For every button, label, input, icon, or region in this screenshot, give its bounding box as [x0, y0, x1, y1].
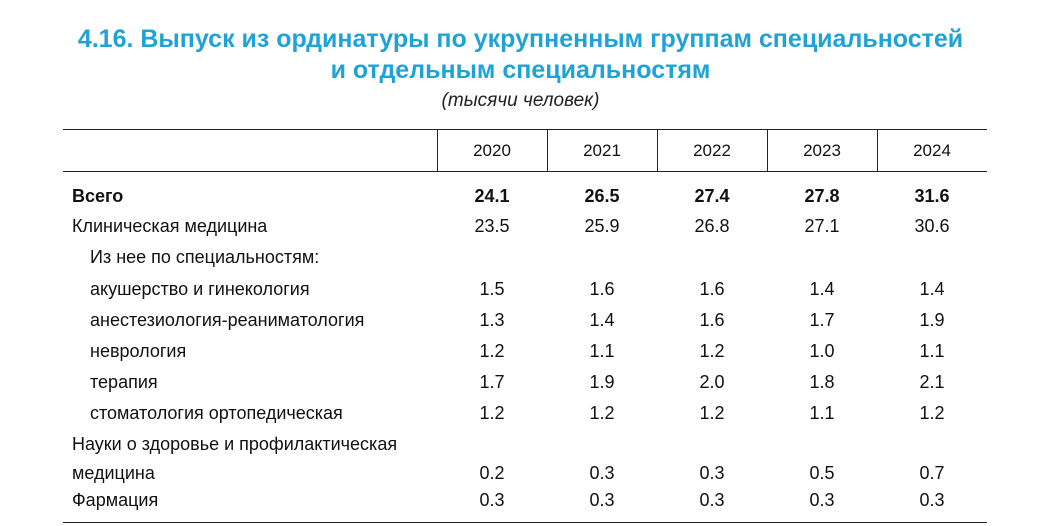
cell-value: 0.3: [699, 463, 725, 483]
header-separator: [767, 130, 768, 171]
cell-value: 0.3: [589, 463, 615, 483]
cell-value: 1.2: [919, 403, 945, 423]
cell-value: 1.2: [589, 403, 615, 423]
row-label: акушерство и гинекология: [90, 279, 310, 299]
cell-value: 0.3: [919, 490, 945, 510]
cell-value: 1.1: [589, 341, 615, 361]
header-separator: [877, 130, 878, 171]
row-label: Из нее по специальностям:: [90, 247, 320, 267]
row-label: Клиническая медицина: [72, 216, 268, 236]
cell-value: 1.1: [919, 341, 945, 361]
header-separator: [547, 130, 548, 171]
cell-value: 1.7: [479, 372, 505, 392]
cell-value: 0.5: [809, 463, 835, 483]
cell-value: 1.9: [589, 372, 615, 392]
table-bottom-rule: [63, 522, 987, 523]
column-header-year: 2023: [803, 141, 841, 160]
row-obstetrics: акушерство и гинекология 1.5 1.6 1.6 1.4 1.4: [0, 274, 1041, 305]
cell-value: 27.4: [694, 186, 730, 206]
row-health-sciences: Науки о здоровье и профилактическая меди…: [0, 434, 1041, 496]
cell-value: 1.0: [809, 341, 835, 361]
row-neurology: неврология 1.2 1.1 1.2 1.0 1.1: [0, 336, 1041, 367]
row-label: неврология: [90, 341, 187, 361]
cell-value: 30.6: [914, 216, 950, 236]
cell-value: 1.4: [589, 310, 615, 330]
cell-value: 0.2: [479, 463, 505, 483]
header-separator: [657, 130, 658, 171]
cell-value: 23.5: [474, 216, 510, 236]
cell-value: 1.2: [479, 341, 505, 361]
cell-value: 24.1: [474, 186, 510, 206]
row-label: Науки о здоровье и профилактическая меди…: [72, 434, 398, 483]
row-label: стоматология ортопедическая: [90, 403, 343, 423]
row-total: Всего 24.1 26.5 27.4 27.8 31.6: [0, 181, 1041, 212]
cell-value: 1.4: [809, 279, 835, 299]
cell-value: 1.3: [479, 310, 505, 330]
row-subheading: Из нее по специальностям:: [0, 242, 1041, 273]
header-separator: [437, 130, 438, 171]
row-therapy: терапия 1.7 1.9 2.0 1.8 2.1: [0, 367, 1041, 398]
cell-value: 1.7: [809, 310, 835, 330]
row-label: анестезиология-реаниматология: [90, 310, 365, 330]
column-header-year: 2024: [913, 141, 951, 160]
row-clinical-medicine: Клиническая медицина 23.5 25.9 26.8 27.1 30.6: [0, 211, 1041, 242]
cell-value: 2.0: [699, 372, 725, 392]
cell-value: 1.2: [479, 403, 505, 423]
row-pharmacy: Фармация 0.3 0.3 0.3 0.3 0.3: [0, 485, 1041, 516]
cell-value: 1.6: [699, 279, 725, 299]
cell-value: 1.6: [589, 279, 615, 299]
cell-value: 1.2: [699, 341, 725, 361]
cell-value: 1.8: [809, 372, 835, 392]
cell-value: 25.9: [584, 216, 620, 236]
cell-value: 26.8: [694, 216, 730, 236]
row-label: Фармация: [72, 490, 159, 510]
table-title-line-2: и отдельным специальностям: [330, 56, 711, 84]
table-top-rule: [63, 129, 987, 130]
cell-value: 27.1: [804, 216, 840, 236]
table-header-rule: [63, 171, 987, 172]
cell-value: 31.6: [914, 186, 950, 206]
cell-value: 2.1: [919, 372, 945, 392]
cell-value: 0.3: [479, 490, 505, 510]
cell-value: 1.2: [699, 403, 725, 423]
cell-value: 1.5: [479, 279, 505, 299]
cell-value: 0.3: [809, 490, 835, 510]
cell-value: 0.3: [589, 490, 615, 510]
cell-value: 1.9: [919, 310, 945, 330]
cell-value: 1.6: [699, 310, 725, 330]
row-label: терапия: [90, 372, 158, 392]
cell-value: 0.7: [919, 463, 945, 483]
table-title-line-1: 4.16. Выпуск из ординатуры по укрупненны…: [77, 25, 964, 53]
cell-value: 26.5: [584, 186, 620, 206]
column-header-year: 2022: [693, 141, 731, 160]
cell-value: 27.8: [804, 186, 840, 206]
row-anesthesiology: анестезиология-реаниматология 1.3 1.4 1.6 1.…: [0, 305, 1041, 336]
units-note: (тысячи человек): [441, 90, 600, 111]
column-header-year: 2020: [473, 141, 511, 160]
column-header-year: 2021: [583, 141, 621, 160]
row-label: Всего: [72, 186, 124, 206]
row-dentistry: стоматология ортопедическая 1.2 1.2 1.2 1.1 1…: [0, 398, 1041, 429]
cell-value: 1.1: [809, 403, 835, 423]
cell-value: 0.3: [699, 490, 725, 510]
cell-value: 1.4: [919, 279, 945, 299]
table-title: 4.16. Выпуск из ординатуры по укрупненны…: [0, 24, 1041, 86]
